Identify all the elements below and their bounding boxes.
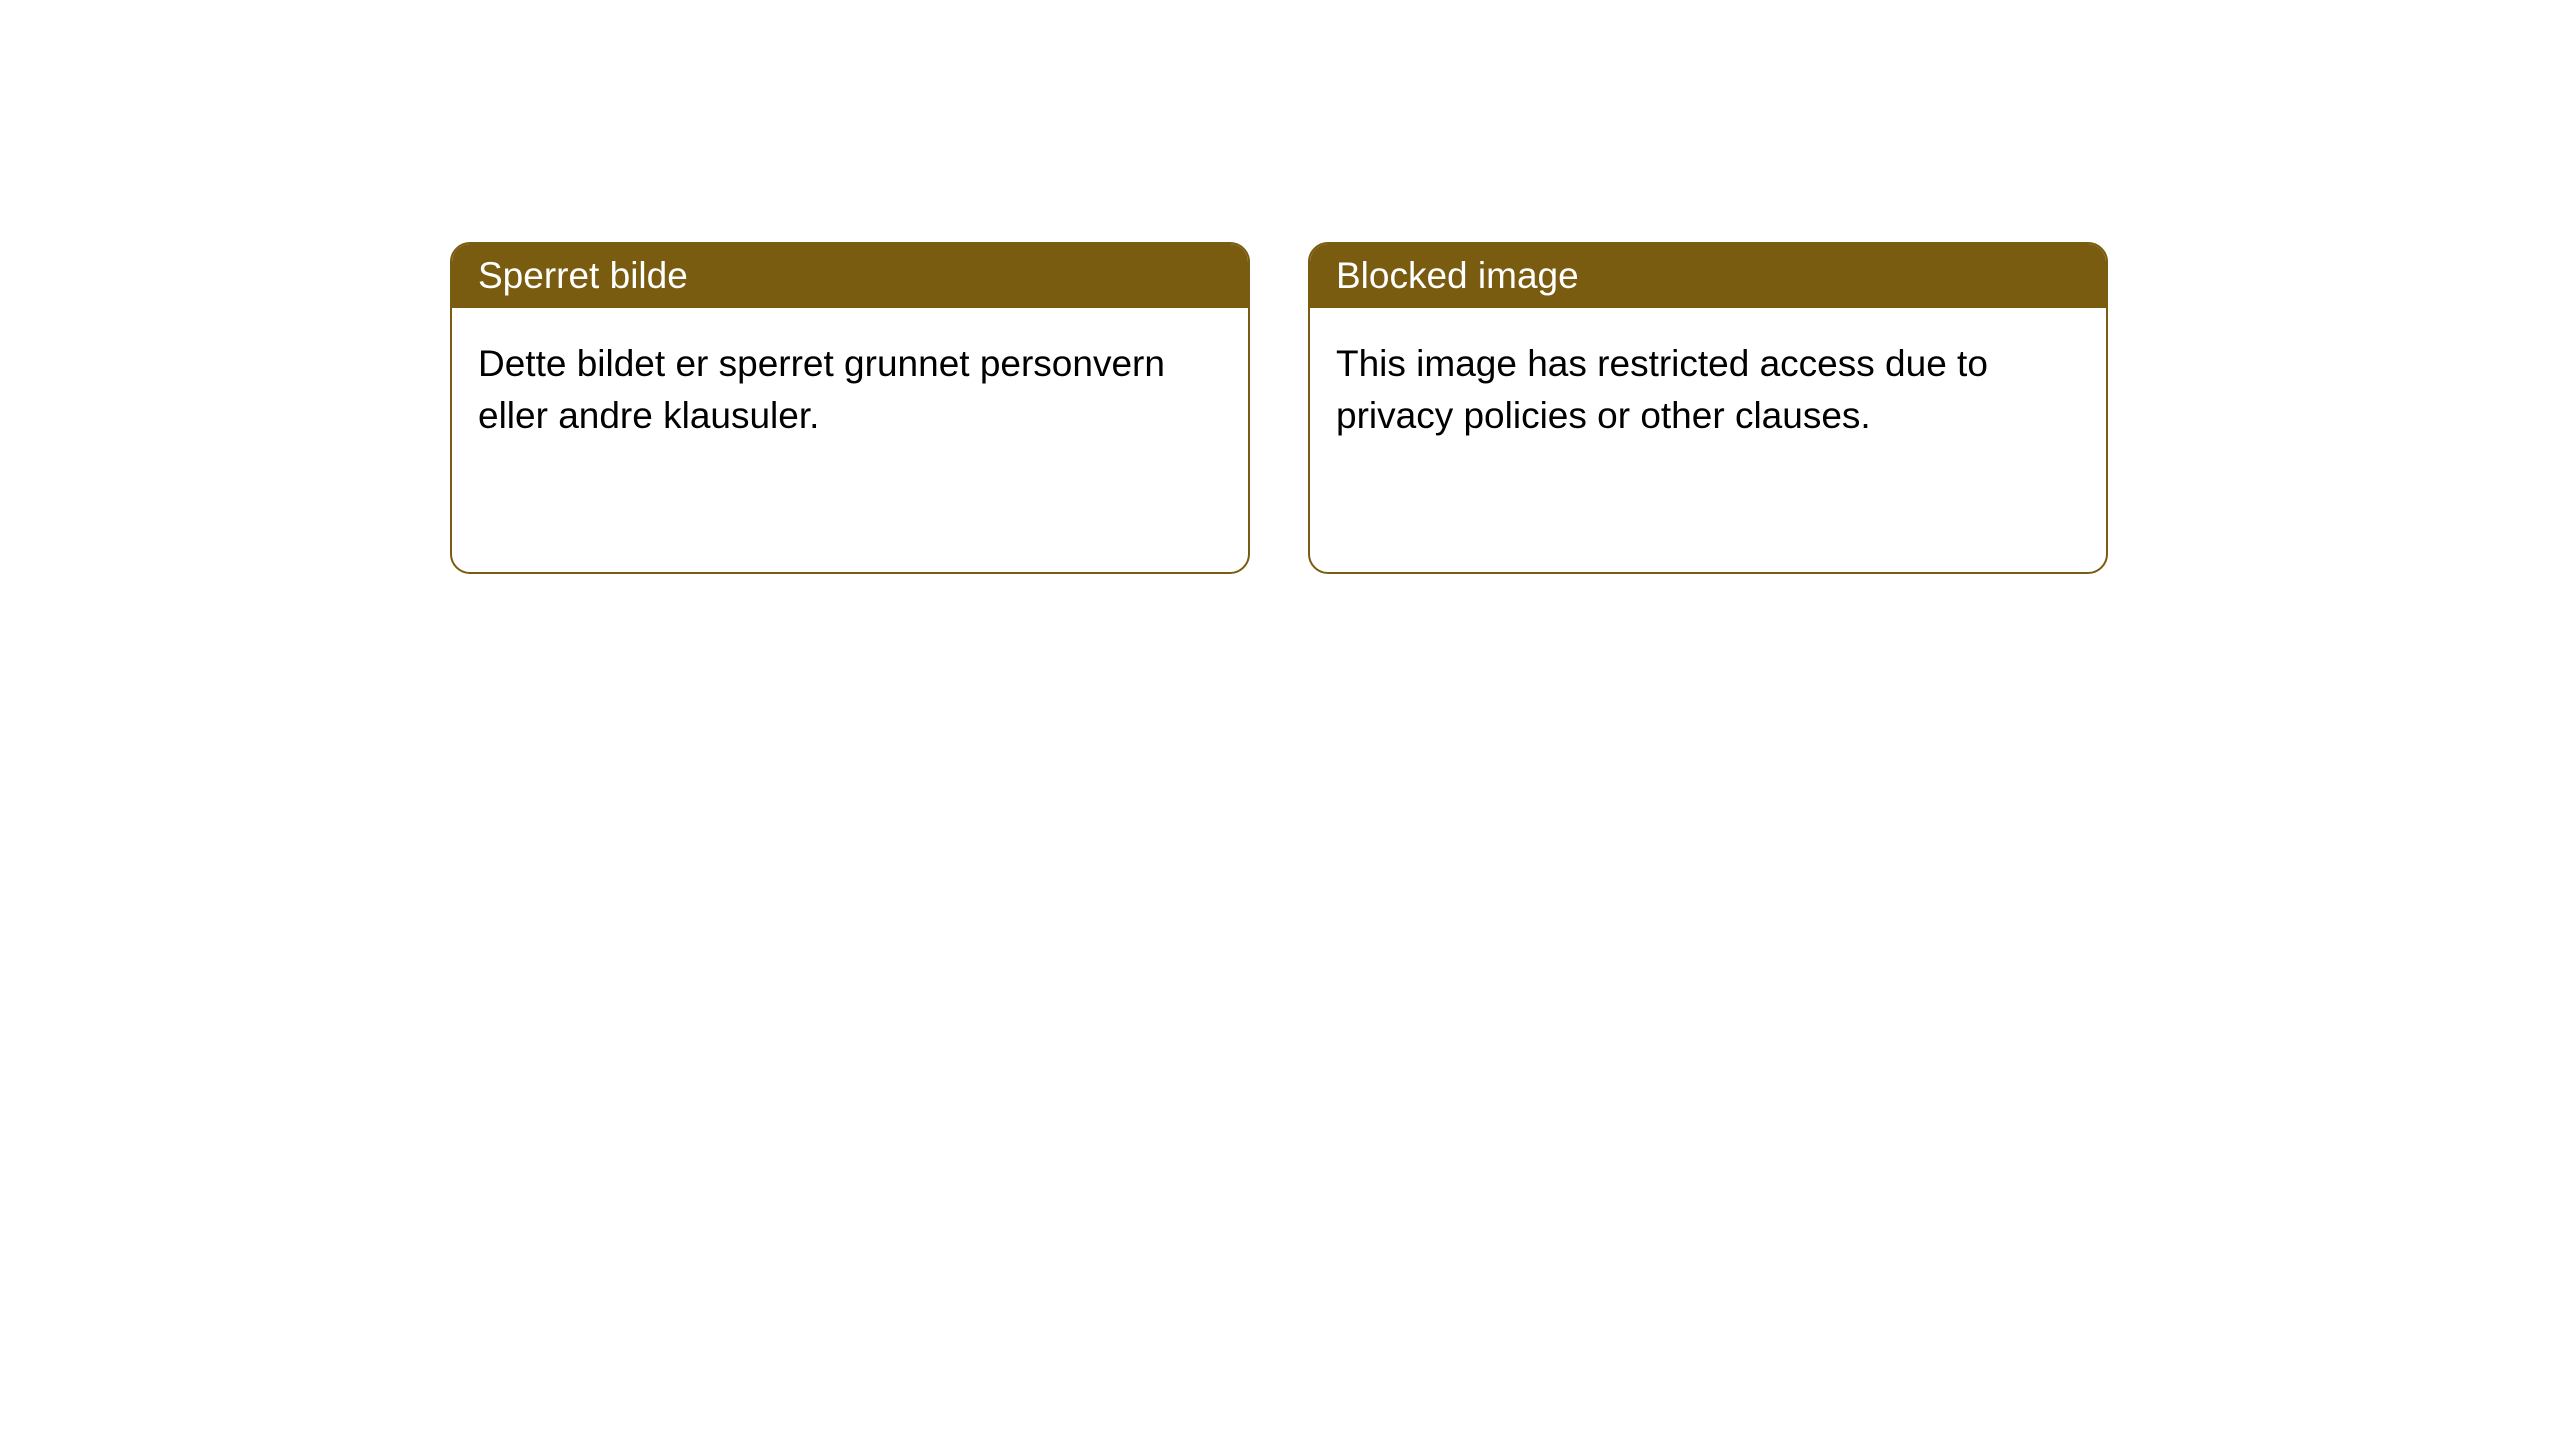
card-title: Sperret bilde: [478, 255, 688, 296]
blocked-image-card-english: Blocked image This image has restricted …: [1308, 242, 2108, 574]
card-title: Blocked image: [1336, 255, 1579, 296]
blocked-image-card-norwegian: Sperret bilde Dette bildet er sperret gr…: [450, 242, 1250, 574]
card-body: Dette bildet er sperret grunnet personve…: [452, 308, 1248, 472]
card-body-text: This image has restricted access due to …: [1336, 343, 1988, 436]
card-header: Sperret bilde: [452, 244, 1248, 308]
card-header: Blocked image: [1310, 244, 2106, 308]
cards-container: Sperret bilde Dette bildet er sperret gr…: [0, 0, 2560, 574]
card-body-text: Dette bildet er sperret grunnet personve…: [478, 343, 1165, 436]
card-body: This image has restricted access due to …: [1310, 308, 2106, 472]
